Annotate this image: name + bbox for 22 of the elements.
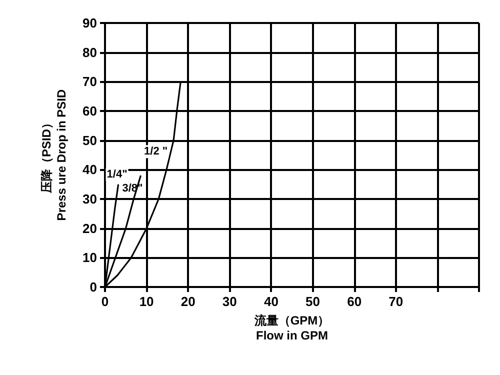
x-axis-title: 流量（GPM） Flow in GPM <box>253 313 330 342</box>
y-tick-label: 50 <box>82 132 97 148</box>
y-tick-label: 40 <box>82 162 97 178</box>
y-tick-label: 20 <box>82 220 97 236</box>
y-tick-label: 90 <box>82 16 97 30</box>
y-tick-label: 60 <box>82 104 97 118</box>
x-tick-label: 20 <box>180 294 196 309</box>
y-tick-label: 80 <box>82 44 97 60</box>
y-tick-label: 30 <box>82 192 97 206</box>
x-tick-label: 70 <box>388 294 404 309</box>
x-tick-label: 10 <box>139 294 154 309</box>
y-axis-title: 压降（PSID） Press ure Drop in PSID <box>40 88 68 221</box>
x-tick-label: 60 <box>347 294 362 309</box>
x-tick-label: 0 <box>101 294 109 309</box>
y-tick-label: 10 <box>82 250 97 266</box>
y-tick-label: 70 <box>82 74 97 90</box>
series-label: 1/4" <box>106 168 128 180</box>
y-tick-label: 0 <box>90 280 97 294</box>
x-tick-label: 50 <box>306 294 320 309</box>
x-tick-label: 40 <box>264 294 278 309</box>
series-label: 1/2 " <box>144 146 168 158</box>
x-tick-label: 30 <box>222 294 237 309</box>
